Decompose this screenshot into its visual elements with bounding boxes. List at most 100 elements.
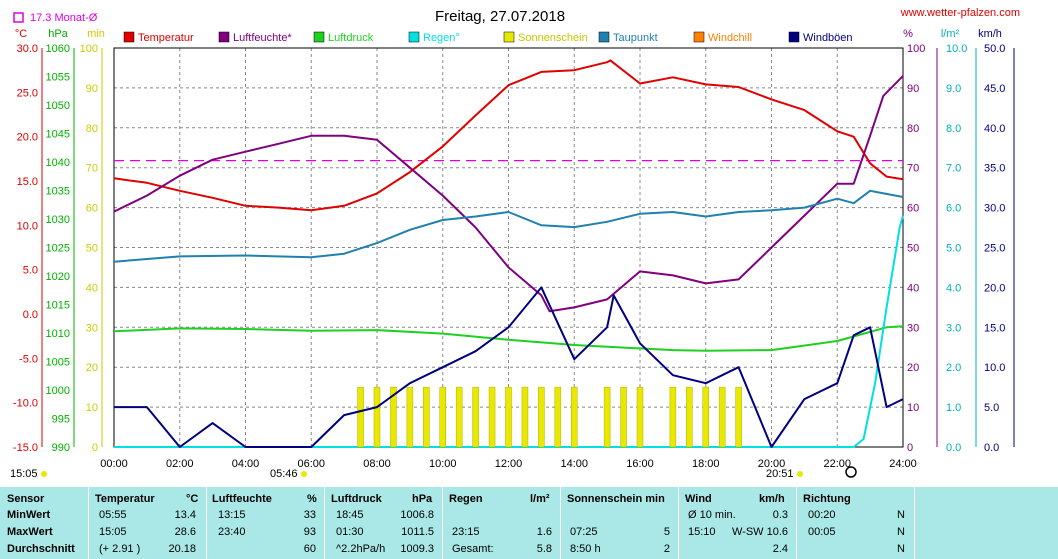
- tick-label-press: 1040: [46, 157, 70, 169]
- divider: [678, 487, 679, 559]
- x-axis: 00:00 02:00 04:00 06:00 08:00 10:00 12:00 14:00…: [100, 458, 917, 470]
- sunshine-bar: [686, 386, 693, 448]
- legend-label-regen: Regen°: [423, 32, 460, 44]
- legend-swatch-luftdruck: [313, 31, 325, 43]
- legend-label-luftfeuchte: Luftfeuchte*: [233, 32, 292, 44]
- tick-label-rain: 1.0: [946, 402, 961, 414]
- legend-swatch-sonnenschein: [503, 31, 515, 43]
- tick-label-rain: 5.0: [946, 243, 961, 255]
- tick-label-hum: 70: [907, 163, 919, 175]
- header-hum: Luftfeuchte: [212, 493, 272, 505]
- stat-cell-temp-v: 28.6: [174, 526, 196, 538]
- divider: [560, 487, 561, 559]
- tick-label-hum: 0: [907, 442, 913, 454]
- tick-label-temp: 15.0: [17, 176, 38, 188]
- divider: [796, 487, 797, 559]
- tick-label-press: 1050: [46, 100, 70, 112]
- tick-label-wind: 15.0: [984, 322, 1005, 334]
- weather-chart: Freitag, 27.07.2018 www.wetter-pfalzen.c…: [10, 7, 1020, 480]
- stat-cell-press-v: 1006.8: [400, 509, 434, 521]
- divider: [324, 487, 325, 559]
- header-wind-unit: km/h: [759, 493, 785, 505]
- tick-label-min: 20: [86, 362, 98, 374]
- tick-label-hum: 50: [907, 243, 919, 255]
- stat-cell-press-v: 1011.5: [401, 526, 434, 538]
- statistics-table: Sensor Temperatur °C Luftfeuchte % Luftd…: [0, 487, 1058, 559]
- stat-cell-hum-v: 60: [303, 543, 316, 555]
- tick-label-temp: 10.0: [17, 220, 38, 232]
- stat-cell-press-t: 18:45: [336, 509, 364, 521]
- tick-label-min: 60: [86, 203, 98, 215]
- tick-label-wind: 0.0: [984, 442, 999, 454]
- tick-label-wind: 5.0: [984, 402, 999, 414]
- stat-cell-dir-v: N: [897, 526, 905, 538]
- tick-label-rain: 3.0: [946, 322, 961, 334]
- stat-cell-label: MaxWert: [7, 526, 53, 538]
- tick-label-press: 995: [52, 414, 70, 426]
- legend-swatch-taupunkt: [598, 31, 610, 43]
- tick-label-press: 1060: [46, 43, 70, 55]
- series-line-windben: [114, 286, 904, 448]
- tick-label-wind: 20.0: [984, 282, 1005, 294]
- stat-cell-dir-t: 00:05: [808, 526, 836, 538]
- tick-label-press: 1010: [46, 328, 70, 340]
- stat-cell-temp-t: (+ 2.91 ): [99, 543, 141, 555]
- x-tick-label: 10:00: [429, 458, 457, 470]
- divider: [206, 487, 207, 559]
- tick-label-press: 1055: [46, 72, 70, 84]
- sunshine-bar: [554, 386, 562, 448]
- tick-label-press: 1025: [46, 243, 70, 255]
- chart-title: Freitag, 27.07.2018: [435, 8, 565, 25]
- tick-label-wind: 30.0: [984, 203, 1005, 215]
- sunrise-icon: [301, 471, 307, 477]
- tick-label-press: 1020: [46, 271, 70, 283]
- tick-label-min: 80: [86, 123, 98, 135]
- sunshine-bar: [472, 386, 479, 448]
- tick-label-hum: 10: [907, 402, 919, 414]
- sunshine-bar: [718, 386, 726, 448]
- stat-cell-temp-t: 05:55: [99, 509, 127, 521]
- tick-label-rain: 0.0: [946, 442, 961, 454]
- tick-label-rain: 7.0: [946, 163, 961, 175]
- legend-swatch-regen: [408, 31, 420, 43]
- tick-label-rain: 2.0: [946, 362, 961, 374]
- sunshine-bar: [702, 386, 709, 448]
- legend-label-temperatur: Temperatur: [138, 32, 194, 44]
- tick-label-hum: 80: [907, 123, 919, 135]
- x-tick-label: 20:00: [758, 458, 786, 470]
- axis-unit-min: min: [87, 28, 105, 40]
- sunshine-bar: [571, 386, 578, 448]
- tick-label-press: 1035: [46, 186, 70, 198]
- tick-label-min: 70: [86, 163, 98, 175]
- tick-label-rain: 8.0: [946, 123, 961, 135]
- stat-cell-dir-v: N: [897, 509, 905, 521]
- axis-unit-wind: km/h: [978, 28, 1002, 40]
- stat-cell-rain-v: 1.6: [536, 526, 552, 538]
- tick-label-press: 1005: [46, 357, 70, 369]
- series-line-regen: [114, 215, 904, 448]
- tick-label-temp: 0.0: [23, 309, 38, 321]
- stat-cell-sun-v: 2: [663, 543, 670, 555]
- tick-label-rain: 4.0: [946, 282, 961, 294]
- axis-unit-press: hPa: [48, 28, 68, 40]
- tick-label-press: 1000: [46, 385, 70, 397]
- legend-swatch-luftfeuchte: [218, 31, 230, 43]
- header-temp-unit: °C: [186, 493, 199, 505]
- sun-icon-left: [41, 471, 47, 477]
- sunshine-bar: [357, 386, 364, 448]
- stat-cell-wind-t: 15:10: [688, 526, 716, 538]
- site-url: www.wetter-pfalzen.com: [900, 7, 1020, 19]
- series-line-taupunkt: [113, 189, 904, 263]
- tick-label-temp: 30.0: [17, 43, 38, 55]
- sunrise-label: 05:46: [270, 468, 298, 480]
- stat-cell-dir-v: N: [897, 543, 905, 555]
- stat-cell-label: MinWert: [7, 509, 51, 521]
- stat-cell-sun-t: 8:50 h: [570, 543, 601, 555]
- stat-cell-rain-v: 5.8: [536, 543, 552, 555]
- tick-label-wind: 35.0: [984, 163, 1005, 175]
- x-tick-label: 18:00: [692, 458, 720, 470]
- header-sensor: Sensor: [7, 493, 45, 505]
- legend-label-windchill: Windchill: [708, 32, 752, 44]
- stat-cell-rain-t: 23:15: [452, 526, 480, 538]
- x-tick-label: 04:00: [232, 458, 260, 470]
